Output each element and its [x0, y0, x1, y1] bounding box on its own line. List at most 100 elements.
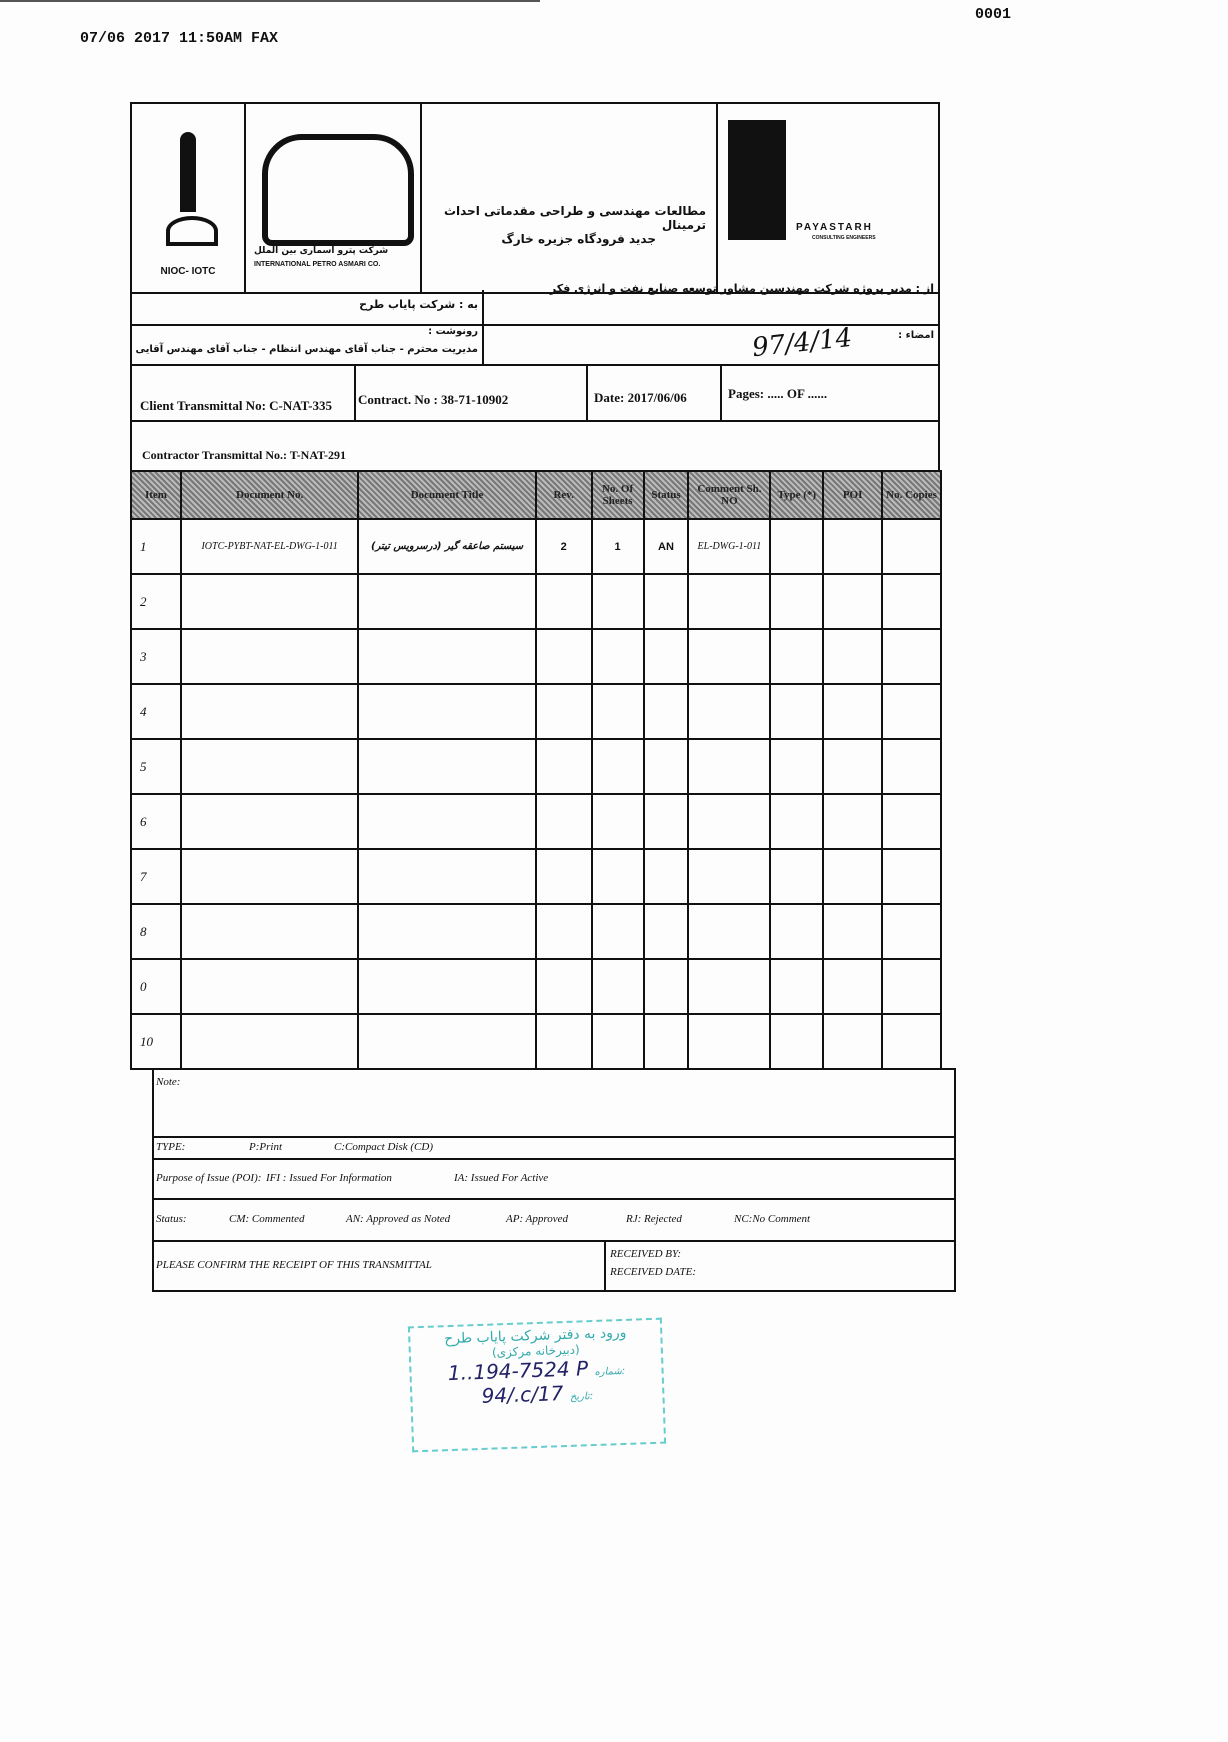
- table-cell: [642, 683, 690, 740]
- table-row: 3: [130, 628, 942, 685]
- table-cell: [357, 848, 537, 905]
- contractor-transmittal: Contractor Transmittal No.: T-NAT-291: [142, 448, 346, 462]
- table-cell: [769, 903, 825, 960]
- table-cell: [179, 793, 360, 850]
- cc-text: مدیریت محترم - جناب آقای مهندس انتظام - …: [135, 344, 478, 355]
- table-cell: [590, 848, 645, 905]
- table-cell: 0: [130, 958, 182, 1015]
- type-legend: TYPE: P:Print C:Compact Disk (CD): [152, 1136, 956, 1160]
- table-cell: [534, 683, 593, 740]
- table-cell: [534, 793, 593, 850]
- receipt-stamp: ورود به دفتر شرکت پایاب طرح (دبیرخانه مر…: [407, 1317, 667, 1453]
- table-cell: [534, 628, 593, 685]
- table-cell: [822, 1013, 884, 1070]
- table-cell: [822, 573, 884, 630]
- column-header: Comment Sh. NO: [687, 470, 772, 520]
- contractor-transmittal-row: Contractor Transmittal No.: T-NAT-291: [130, 420, 940, 472]
- table-cell: 5: [130, 738, 182, 795]
- cc-row: رونوشت : مدیریت محترم - جناب آقای مهندس …: [130, 323, 940, 366]
- table-cell: [590, 628, 645, 685]
- table-cell: [642, 958, 690, 1015]
- table-cell: [687, 628, 772, 685]
- table-cell: 7: [130, 848, 182, 905]
- column-header: Type (*): [769, 470, 825, 520]
- table-row: 0: [130, 958, 942, 1015]
- table-cell: [534, 903, 593, 960]
- table-cell: 1: [590, 518, 645, 575]
- table-row: 2: [130, 573, 942, 630]
- received-date: RECEIVED DATE:: [610, 1266, 697, 1278]
- client-transmittal: Client Transmittal No: C-NAT-335: [140, 398, 332, 413]
- fax-header: 07/06 2017 11:50AM FAX: [80, 30, 279, 47]
- documents-table: Item Document No. Document Title Rev. No. Of…: [130, 470, 942, 1070]
- table-cell: سیستم صاعقه گیر (درسرویس تیتر): [357, 518, 537, 575]
- table-cell: [822, 683, 884, 740]
- confirm-text: PLEASE CONFIRM THE RECEIPT OF THIS TRANS…: [156, 1259, 432, 1271]
- table-cell: [881, 1013, 942, 1070]
- table-cell: [769, 628, 825, 685]
- table-cell: [687, 958, 772, 1015]
- table-cell: [179, 683, 360, 740]
- ipac-logo: شرکت پترو اسماری بین الملل INTERNATIONAL…: [244, 104, 422, 292]
- table-cell: [769, 1013, 825, 1070]
- table-cell: [534, 738, 593, 795]
- table-row: 5: [130, 738, 942, 795]
- table-cell: [769, 958, 825, 1015]
- table-cell: IOTC-PYBT-NAT-EL-DWG-1-011: [179, 518, 360, 575]
- table-cell: [357, 793, 537, 850]
- table-cell: 3: [130, 628, 182, 685]
- table-cell: AN: [642, 518, 690, 575]
- table-cell: [769, 518, 825, 575]
- table-cell: [534, 573, 593, 630]
- table-cell: EL-DWG-1-011: [687, 518, 772, 575]
- table-cell: [769, 848, 825, 905]
- table-row: 4: [130, 683, 942, 740]
- table-cell: [822, 518, 884, 575]
- table-cell: [179, 628, 360, 685]
- table-cell: [822, 738, 884, 795]
- table-cell: [590, 958, 645, 1015]
- table-cell: [357, 683, 537, 740]
- table-cell: [687, 573, 772, 630]
- table-cell: 2: [130, 573, 182, 630]
- table-cell: [822, 848, 884, 905]
- date-field: Date: 2017/06/06: [594, 390, 687, 405]
- table-cell: [822, 628, 884, 685]
- transmittal-info-row: Client Transmittal No: C-NAT-335 Contrac…: [130, 364, 940, 422]
- table-row: 10: [130, 1013, 942, 1070]
- payastarh-logo: PAYASTARH CONSULTING ENGINEERS: [716, 104, 938, 292]
- table-cell: 8: [130, 903, 182, 960]
- table-row: 8: [130, 903, 942, 960]
- table-cell: [769, 683, 825, 740]
- poi-legend: Purpose of Issue (POI): IFI : Issued For …: [152, 1158, 956, 1200]
- table-cell: [687, 903, 772, 960]
- table-cell: [881, 848, 942, 905]
- table-cell: [357, 628, 537, 685]
- table-cell: 6: [130, 793, 182, 850]
- table-cell: [590, 903, 645, 960]
- table-cell: [179, 848, 360, 905]
- table-cell: [642, 628, 690, 685]
- table-cell: [642, 1013, 690, 1070]
- table-cell: [687, 683, 772, 740]
- column-header: POI: [822, 470, 884, 520]
- column-header: Document No.: [179, 470, 360, 520]
- letterhead: NIOC- IOTC شرکت پترو اسماری بین الملل IN…: [130, 102, 940, 294]
- received-by: RECEIVED BY:: [610, 1248, 682, 1260]
- table-header: Item Document No. Document Title Rev. No. Of…: [130, 470, 942, 520]
- table-cell: [179, 738, 360, 795]
- table-row: 1 IOTC-PYBT-NAT-EL-DWG-1-011 سیستم صاعقه گ…: [130, 518, 942, 575]
- table-cell: [769, 793, 825, 850]
- table-cell: [881, 518, 942, 575]
- contract-number: Contract. No : 38-71-10902: [358, 392, 509, 407]
- table-cell: [769, 738, 825, 795]
- to-from-row: به : شرکت پایاب طرح از : مدیر پروژه شرکت…: [130, 282, 940, 326]
- table-cell: [534, 848, 593, 905]
- table-cell: [179, 573, 360, 630]
- cc-label: رونوشت :: [428, 326, 478, 337]
- project-title: مطالعات مهندسی و طراحی مقدماتی احداث ترم…: [420, 104, 718, 292]
- table-cell: [179, 1013, 360, 1070]
- column-header: Document Title: [357, 470, 537, 520]
- table-cell: [357, 903, 537, 960]
- table-cell: 4: [130, 683, 182, 740]
